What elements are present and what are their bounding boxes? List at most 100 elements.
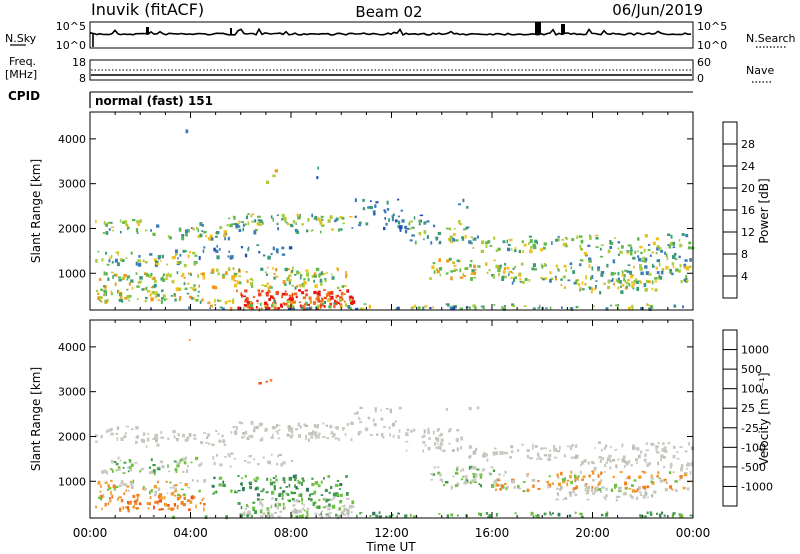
- echo-cell: [167, 272, 170, 275]
- echo-cell: [284, 302, 288, 306]
- echo-cell: [245, 297, 249, 301]
- nsky-tick-top: 10^5: [56, 20, 86, 33]
- echo-cell: [580, 248, 583, 251]
- echo-cell: [109, 256, 113, 259]
- echo-cell: [549, 271, 552, 275]
- echo-cell: [300, 274, 303, 277]
- echo-cell: [272, 267, 274, 270]
- echo-cell: [166, 263, 169, 266]
- echo-cell: [463, 228, 466, 231]
- echo-cell: [502, 307, 506, 311]
- echo-cell: [284, 282, 287, 286]
- echo-cell: [421, 435, 425, 438]
- echo-cell: [364, 427, 369, 432]
- echo-cell: [283, 216, 287, 220]
- echo-cell: [617, 286, 620, 290]
- echo-cell: [135, 426, 139, 430]
- echo-cell: [162, 294, 166, 298]
- echo-cell: [335, 217, 339, 221]
- echo-cell: [689, 514, 693, 517]
- echo-cell: [309, 299, 312, 304]
- echo-cell: [630, 249, 633, 252]
- echo-cell: [479, 512, 482, 517]
- nsearch-label: N.Search: [746, 32, 796, 45]
- echo-cell: [99, 484, 102, 488]
- echo-cell: [450, 270, 454, 273]
- echo-cell: [297, 500, 301, 503]
- echo-cell: [550, 513, 553, 516]
- echo-cell: [678, 239, 681, 242]
- echo-cell: [631, 495, 634, 500]
- echo-cell: [189, 287, 193, 289]
- echo-cell: [490, 466, 494, 469]
- echo-cell: [495, 264, 499, 269]
- echo-cell: [248, 305, 252, 309]
- echo-cell: [341, 298, 344, 301]
- y-tick-label: 1000: [58, 267, 86, 280]
- echo-cell: [474, 473, 478, 478]
- echo-cell: [118, 278, 122, 282]
- echo-cell: [631, 284, 635, 288]
- echo-cell: [474, 306, 477, 310]
- echo-cell: [252, 506, 256, 510]
- echo-cell: [534, 268, 537, 271]
- echo-cell: [262, 254, 266, 257]
- echo-cell: [639, 514, 643, 517]
- echo-cell: [655, 445, 659, 449]
- echo-cell: [134, 500, 136, 503]
- echo-cell: [330, 486, 333, 489]
- echo-cell: [592, 305, 596, 308]
- echo-cell: [656, 277, 660, 280]
- echo-cell: [176, 261, 179, 265]
- echo-cell: [191, 227, 193, 230]
- echo-cell: [282, 461, 286, 465]
- echo-cell: [337, 515, 341, 518]
- echo-cell: [589, 236, 592, 240]
- echo-cell: [103, 469, 107, 474]
- echo-cell: [264, 427, 268, 432]
- echo-cell: [537, 487, 541, 490]
- echo-cell: [273, 511, 278, 514]
- echo-cell: [192, 227, 195, 230]
- echo-cell: [274, 303, 277, 307]
- echo-cell: [252, 501, 256, 504]
- echo-cell: [570, 307, 574, 311]
- echo-cell: [329, 302, 333, 306]
- echo-cell: [290, 430, 294, 434]
- y-tick-label: 1000: [58, 475, 86, 488]
- echo-cell: [604, 496, 607, 501]
- echo-cell: [117, 497, 119, 501]
- echo-cell: [250, 434, 254, 439]
- echo-cell: [470, 260, 473, 263]
- echo-cell: [645, 461, 648, 464]
- echo-cell: [306, 510, 309, 514]
- echo-cell: [215, 454, 219, 457]
- echo-cell: [561, 478, 566, 482]
- echo-cell: [291, 295, 293, 299]
- colorbar-tick-label: 12: [741, 226, 755, 239]
- echo-cell: [270, 453, 273, 456]
- echo-cell: [102, 232, 106, 234]
- echo-cell: [127, 466, 130, 469]
- echo-cell: [136, 285, 140, 288]
- echo-cell: [349, 216, 353, 218]
- echo-cell: [648, 280, 651, 284]
- echo-cell: [242, 307, 245, 311]
- echo-cell: [247, 461, 251, 464]
- echo-cell: [200, 462, 203, 466]
- echo-cell: [277, 307, 280, 309]
- echo-cell: [549, 449, 552, 452]
- echo-cell: [273, 487, 276, 491]
- echo-cell: [669, 271, 673, 274]
- echo-cell: [317, 505, 321, 509]
- echo-cell: [330, 273, 333, 276]
- echo-cell: [124, 220, 128, 224]
- echo-cell: [174, 298, 177, 302]
- echo-cell: [405, 440, 409, 443]
- echo-cell: [672, 454, 676, 459]
- echo-cell: [313, 490, 317, 495]
- echo-cell: [298, 289, 301, 292]
- echo-cell: [287, 425, 290, 429]
- echo-cell: [600, 273, 604, 277]
- echo-cell: [128, 466, 132, 470]
